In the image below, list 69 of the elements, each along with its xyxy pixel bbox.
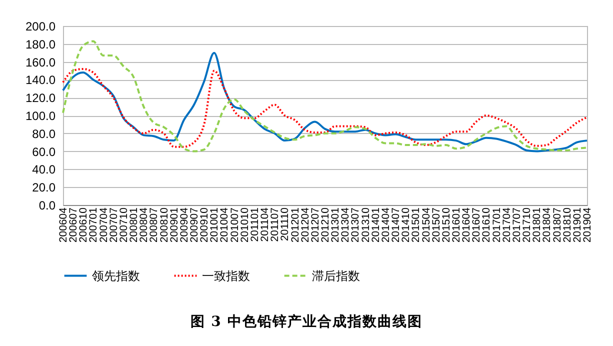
y-tick-label: 40.0	[32, 162, 56, 177]
x-tick-label: 200610	[78, 207, 90, 243]
x-tick-label: 201001	[208, 207, 221, 243]
x-tick-label: 201804	[541, 207, 554, 243]
x-tick-label: 201707	[510, 207, 523, 243]
x-tick-label: 201201	[289, 207, 302, 243]
y-tick-label: 0.0	[38, 198, 56, 212]
x-tick-label: 201004	[218, 207, 231, 243]
x-tick-label: 201204	[299, 207, 312, 243]
x-tick-label: 201007	[228, 207, 241, 243]
x-tick-label: 201901	[571, 207, 584, 243]
x-tick-label: 200907	[188, 207, 200, 243]
x-tick-label: 201010	[238, 207, 251, 243]
x-tick-label: 201101	[248, 207, 261, 242]
y-tick-label: 180.0	[25, 37, 56, 52]
caption: 图 3 中色铅锌产业合成指数曲线图	[189, 313, 424, 331]
legend-label: 领先指数	[92, 268, 140, 283]
x-tick-label: 200904	[178, 207, 190, 243]
x-tick-label: 201501	[410, 207, 422, 243]
x-tick-label: 201504	[420, 207, 432, 243]
x-tick-label: 201810	[561, 207, 574, 243]
x-tick-label: 200801	[128, 207, 140, 243]
x-tick-label: 201210	[320, 207, 332, 243]
x-tick-label: 200804	[138, 207, 150, 243]
x-tick-label: 200607	[68, 207, 80, 243]
x-tick-label: 200701	[88, 207, 100, 243]
y-tick-label: 100.0	[25, 109, 56, 123]
x-tick-label: 201104	[259, 207, 272, 242]
x-tick-label: 201110	[279, 207, 292, 241]
x-tick-label: 201807	[551, 207, 564, 243]
y-tick-label: 120.0	[25, 91, 56, 106]
x-tick-label: 201710	[521, 207, 534, 243]
x-tick-label: 201601	[450, 207, 462, 243]
x-tick-label: 200707	[108, 207, 120, 243]
x-tick-label: 201801	[531, 207, 544, 243]
x-tick-label: 200704	[98, 207, 110, 243]
y-tick-label: 20.0	[32, 180, 56, 195]
x-tick-label: 201304	[340, 207, 352, 243]
x-tick-label: 201607	[470, 207, 483, 243]
x-tick-label: 200604	[58, 207, 70, 243]
x-tick-label: 201610	[480, 207, 493, 243]
y-tick-label: 160.0	[25, 55, 56, 70]
legend-label: 一致指数	[202, 268, 250, 283]
x-tick-label: 201604	[460, 207, 473, 243]
y-tick-label: 200.0	[25, 20, 56, 34]
x-tick-label: 201307	[350, 207, 362, 243]
x-tick-label: 201401	[370, 207, 382, 243]
legend-label: 滞后指数	[312, 268, 360, 283]
x-tick-label: 201407	[390, 207, 402, 243]
x-tick-label: 201410	[400, 207, 412, 243]
x-tick-label: 201107	[269, 207, 282, 242]
x-tick-label: 201207	[309, 207, 322, 243]
x-tick-label: 201510	[440, 207, 452, 243]
x-tick-label: 200807	[148, 207, 160, 243]
x-tick-label: 201301	[330, 207, 342, 243]
y-tick-label: 60.0	[32, 144, 56, 159]
x-tick-label: 201404	[380, 207, 392, 243]
x-tick-label: 201704	[500, 207, 513, 243]
x-tick-label: 200810	[158, 207, 170, 243]
x-tick-label: 200910	[198, 207, 211, 243]
x-tick-label: 200901	[168, 207, 180, 243]
x-tick-label: 201701	[490, 207, 503, 243]
x-tick-label: 200710	[118, 207, 130, 243]
line-series	[62, 68, 588, 148]
y-tick-label: 80.0	[32, 126, 56, 141]
x-tick-label: 201507	[430, 207, 442, 243]
x-tick-label: 201310	[360, 207, 372, 243]
x-tick-label: 201904	[582, 207, 594, 243]
y-tick-label: 140.0	[25, 73, 56, 88]
